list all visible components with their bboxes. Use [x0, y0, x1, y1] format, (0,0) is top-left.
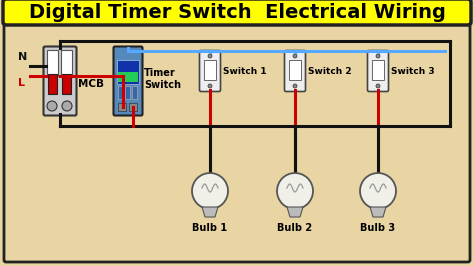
- Text: Switch 1: Switch 1: [223, 66, 266, 76]
- Circle shape: [208, 84, 212, 88]
- Circle shape: [277, 173, 313, 209]
- Bar: [125, 86, 130, 99]
- FancyBboxPatch shape: [4, 22, 470, 262]
- Bar: [118, 72, 138, 82]
- Bar: [47, 50, 58, 76]
- Circle shape: [376, 84, 380, 88]
- Text: Digital Timer Switch  Electrical Wiring: Digital Timer Switch Electrical Wiring: [28, 2, 446, 22]
- Circle shape: [293, 84, 297, 88]
- Text: Bulb 1: Bulb 1: [192, 223, 228, 233]
- Text: Switch 3: Switch 3: [391, 66, 435, 76]
- Polygon shape: [202, 207, 218, 217]
- FancyBboxPatch shape: [200, 51, 220, 92]
- Text: Timer
Switch: Timer Switch: [144, 68, 181, 90]
- Text: N: N: [18, 52, 27, 62]
- Bar: [117, 60, 139, 84]
- Bar: [129, 103, 137, 111]
- FancyBboxPatch shape: [367, 51, 389, 92]
- Circle shape: [208, 54, 212, 58]
- Text: Bulb 3: Bulb 3: [360, 223, 396, 233]
- Bar: [204, 60, 216, 80]
- Circle shape: [293, 54, 297, 58]
- Polygon shape: [287, 207, 303, 217]
- Bar: [61, 50, 72, 76]
- Bar: [118, 103, 126, 111]
- Text: Switch 2: Switch 2: [308, 66, 352, 76]
- FancyBboxPatch shape: [113, 47, 143, 115]
- Bar: [118, 86, 123, 99]
- Text: L: L: [18, 78, 25, 88]
- Circle shape: [47, 101, 57, 111]
- Circle shape: [376, 54, 380, 58]
- Circle shape: [360, 173, 396, 209]
- Bar: [62, 74, 71, 94]
- Circle shape: [192, 173, 228, 209]
- FancyBboxPatch shape: [3, 0, 471, 25]
- Text: MCB: MCB: [78, 79, 104, 89]
- FancyBboxPatch shape: [284, 51, 306, 92]
- Circle shape: [62, 101, 72, 111]
- Bar: [48, 74, 57, 94]
- Text: Bulb 2: Bulb 2: [277, 223, 312, 233]
- FancyBboxPatch shape: [44, 47, 76, 115]
- Bar: [132, 86, 137, 99]
- Bar: [289, 60, 301, 80]
- Bar: [372, 60, 384, 80]
- Polygon shape: [370, 207, 386, 217]
